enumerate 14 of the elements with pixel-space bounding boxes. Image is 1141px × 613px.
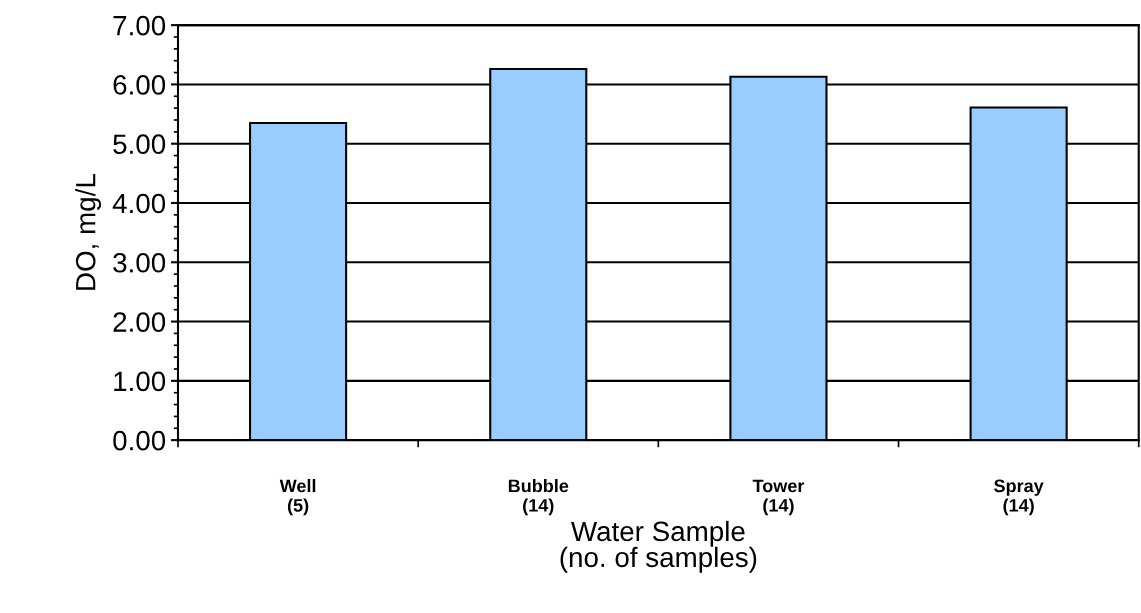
y-tick-label: 1.00	[114, 371, 166, 392]
y-tick-label: 3.00	[113, 252, 166, 273]
y-tick-label: 6.00	[113, 75, 166, 95]
y-tick-label: 2.00	[113, 312, 166, 332]
x-tick-label: Bubble (14)	[508, 479, 569, 516]
x-tick-label: Tower (14)	[752, 479, 805, 516]
y-axis-title: DO, mg/L	[75, 174, 102, 290]
x-axis-title: Water Sample (no. of samples)	[560, 520, 757, 573]
y-tick-label: 0.00	[113, 430, 166, 451]
x-tick-label: Well (5)	[279, 479, 316, 516]
x-tick-label: Spray (14)	[994, 479, 1044, 516]
y-tick-label: 4.00	[112, 193, 166, 214]
y-tick-label: 5.00	[113, 134, 166, 155]
y-tick-label: 7.00	[113, 15, 166, 36]
